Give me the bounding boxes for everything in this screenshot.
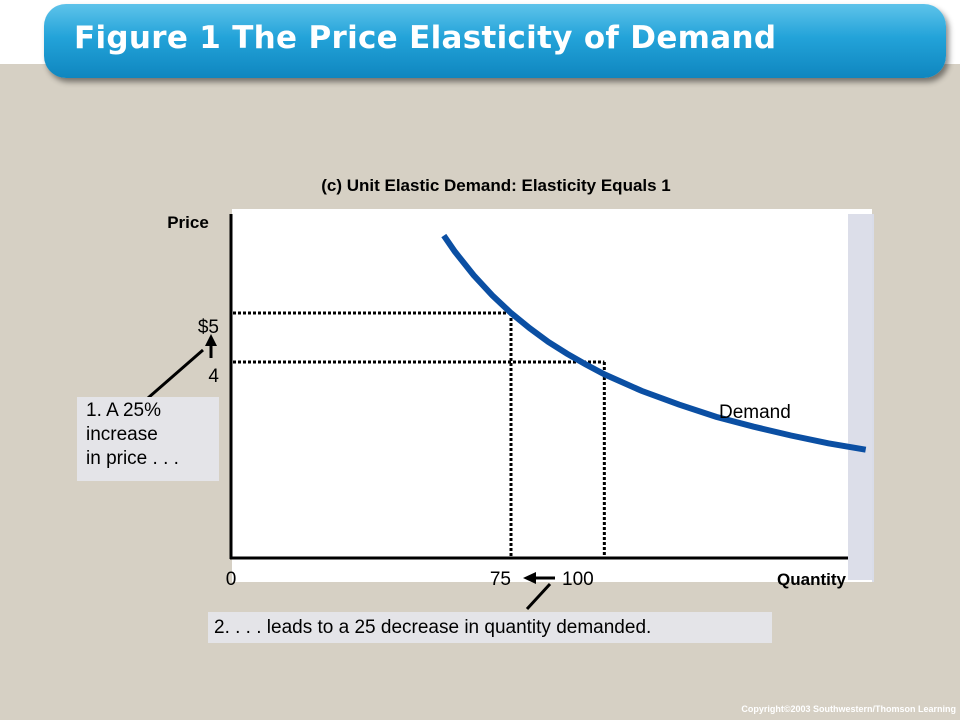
slide-title: Figure 1 The Price Elasticity of Demand — [74, 20, 777, 56]
price-change-line-1: 1. A 25% — [86, 400, 162, 421]
x-tick-75: 75 — [490, 569, 511, 590]
x-tick-100: 100 — [562, 569, 594, 590]
plot-area — [232, 209, 872, 582]
price-increase-arrow — [147, 334, 217, 400]
reference-lines — [233, 311, 606, 557]
x-tick-0: 0 — [226, 569, 237, 590]
chart-title: (c) Unit Elastic Demand: Elasticity Equa… — [321, 176, 671, 195]
x-axis-label: Quantity — [777, 570, 846, 589]
y-tick-5: $5 — [198, 317, 219, 338]
price-change-line-2: increase — [86, 424, 158, 445]
price-change-callout: 1. A 25% increase in price . . . — [77, 397, 219, 481]
copyright-notice: Copyright©2003 Southwestern/Thomson Lear… — [741, 704, 956, 714]
title-banner: Figure 1 The Price Elasticity of Demand — [44, 4, 946, 78]
quantity-change-callout: 2. . . . leads to a 25 decrease in quant… — [208, 612, 772, 643]
demand-curve — [441, 233, 867, 453]
demand-label: Demand — [719, 402, 791, 423]
plot-edge-shade — [848, 214, 872, 580]
quantity-decrease-arrow — [523, 572, 555, 611]
y-tick-4: 4 — [208, 366, 219, 387]
y-axis-label: Price — [167, 213, 209, 232]
price-change-line-3: in price . . . — [86, 448, 179, 469]
